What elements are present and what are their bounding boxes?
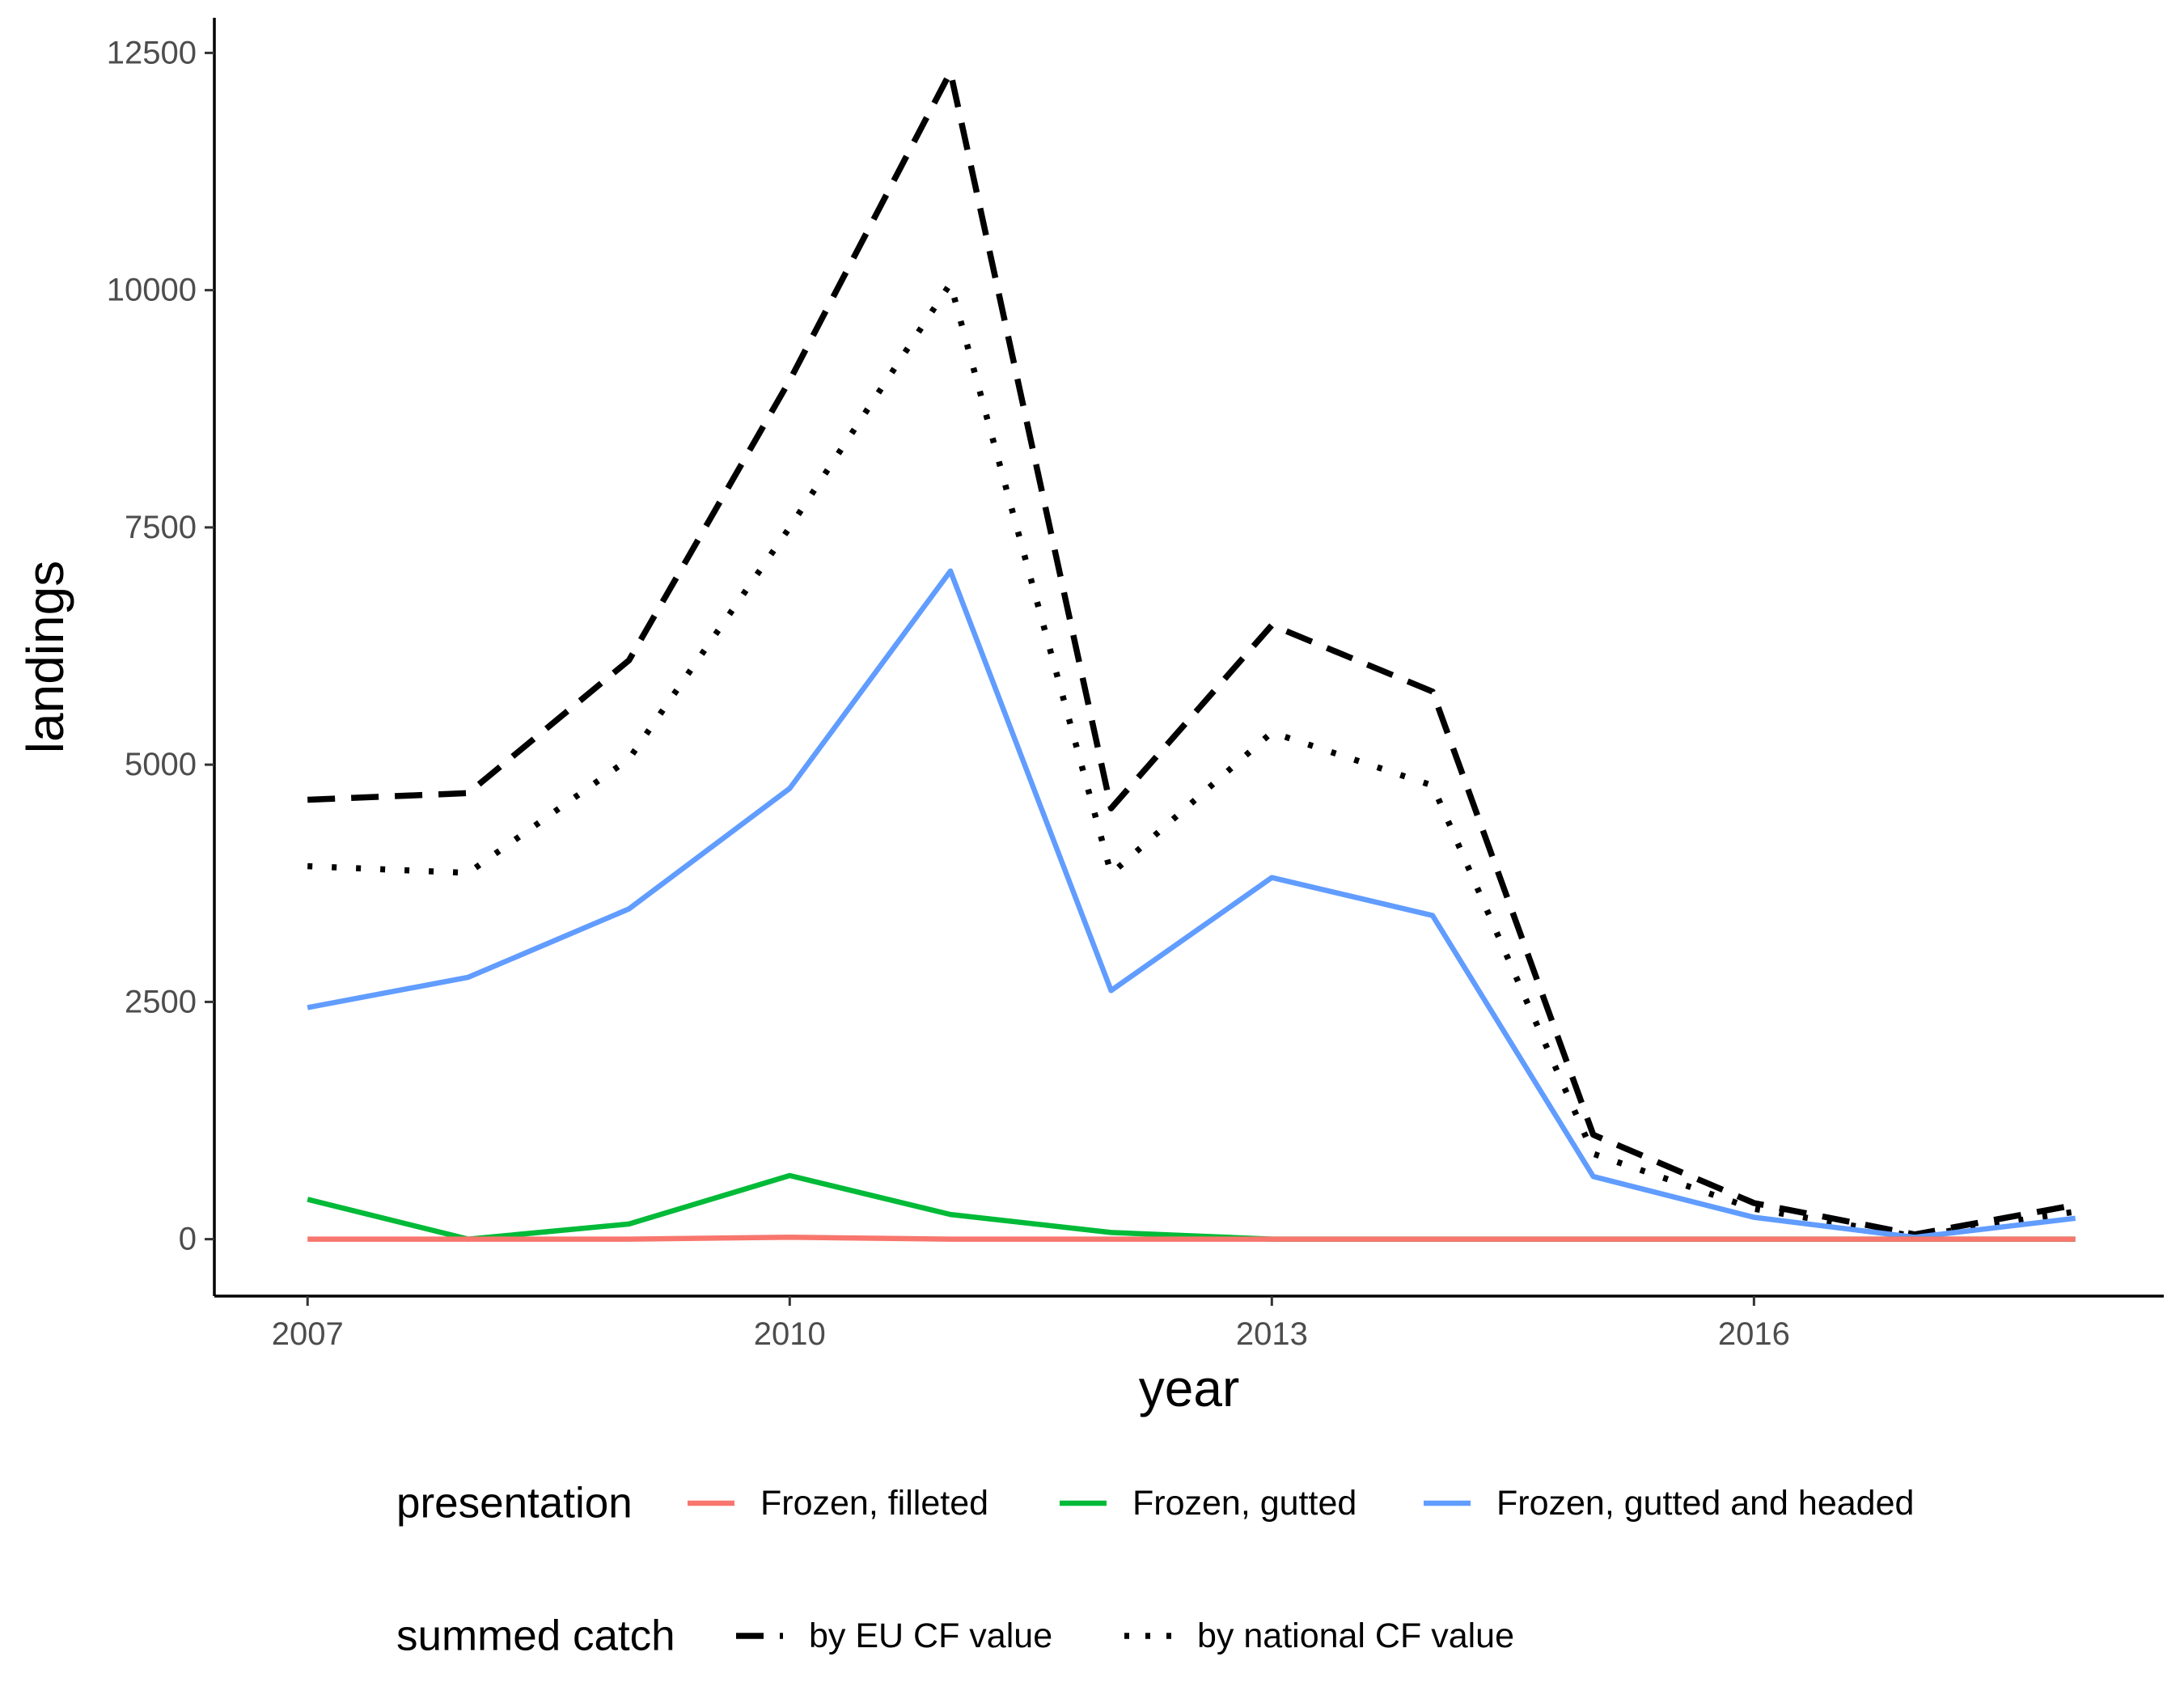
- x-tick-label: 2007: [272, 1316, 344, 1352]
- legend-label: by national CF value: [1197, 1616, 1514, 1655]
- y-tick-label: 5000: [125, 747, 197, 782]
- series-line-frozen-filleted: [307, 1235, 2076, 1242]
- legend-title-summed-catch: summed catch: [396, 1612, 675, 1660]
- x-tick-label: 2016: [1718, 1316, 1790, 1352]
- x-tick-label: 2010: [754, 1316, 826, 1352]
- series-line-frozen-gutted-and-headed: [307, 568, 2076, 1240]
- y-tick-label: 12500: [107, 35, 197, 70]
- y-tick-label: 7500: [125, 510, 197, 545]
- x-axis-title: year: [1139, 1359, 1240, 1417]
- y-tick-label: 0: [179, 1222, 197, 1257]
- series-line-by-eu-cf-value: [307, 69, 2076, 1238]
- series-line-frozen-gutted: [307, 1172, 2076, 1242]
- series-layer: [307, 69, 2076, 1242]
- legend-label: Frozen, gutted and headed: [1496, 1484, 1914, 1523]
- y-tick-label: 10000: [107, 273, 197, 308]
- legend-label: by EU CF value: [809, 1616, 1052, 1655]
- axes: 0 2500 5000 7500 10000 12500 2007 2010 2013 2016 y…: [16, 18, 2164, 1417]
- legend-label: Frozen, filleted: [760, 1484, 988, 1523]
- y-tick-label: 2500: [125, 984, 197, 1019]
- y-axis-title: landings: [16, 561, 74, 753]
- legend-label: Frozen, gutted: [1132, 1484, 1357, 1523]
- series-line-by-national-cf-value: [307, 280, 2076, 1239]
- legend-title-presentation: presentation: [396, 1480, 633, 1527]
- legend: presentation Frozen, filleted Frozen, gutt…: [396, 1480, 1914, 1660]
- x-tick-label: 2013: [1236, 1316, 1308, 1352]
